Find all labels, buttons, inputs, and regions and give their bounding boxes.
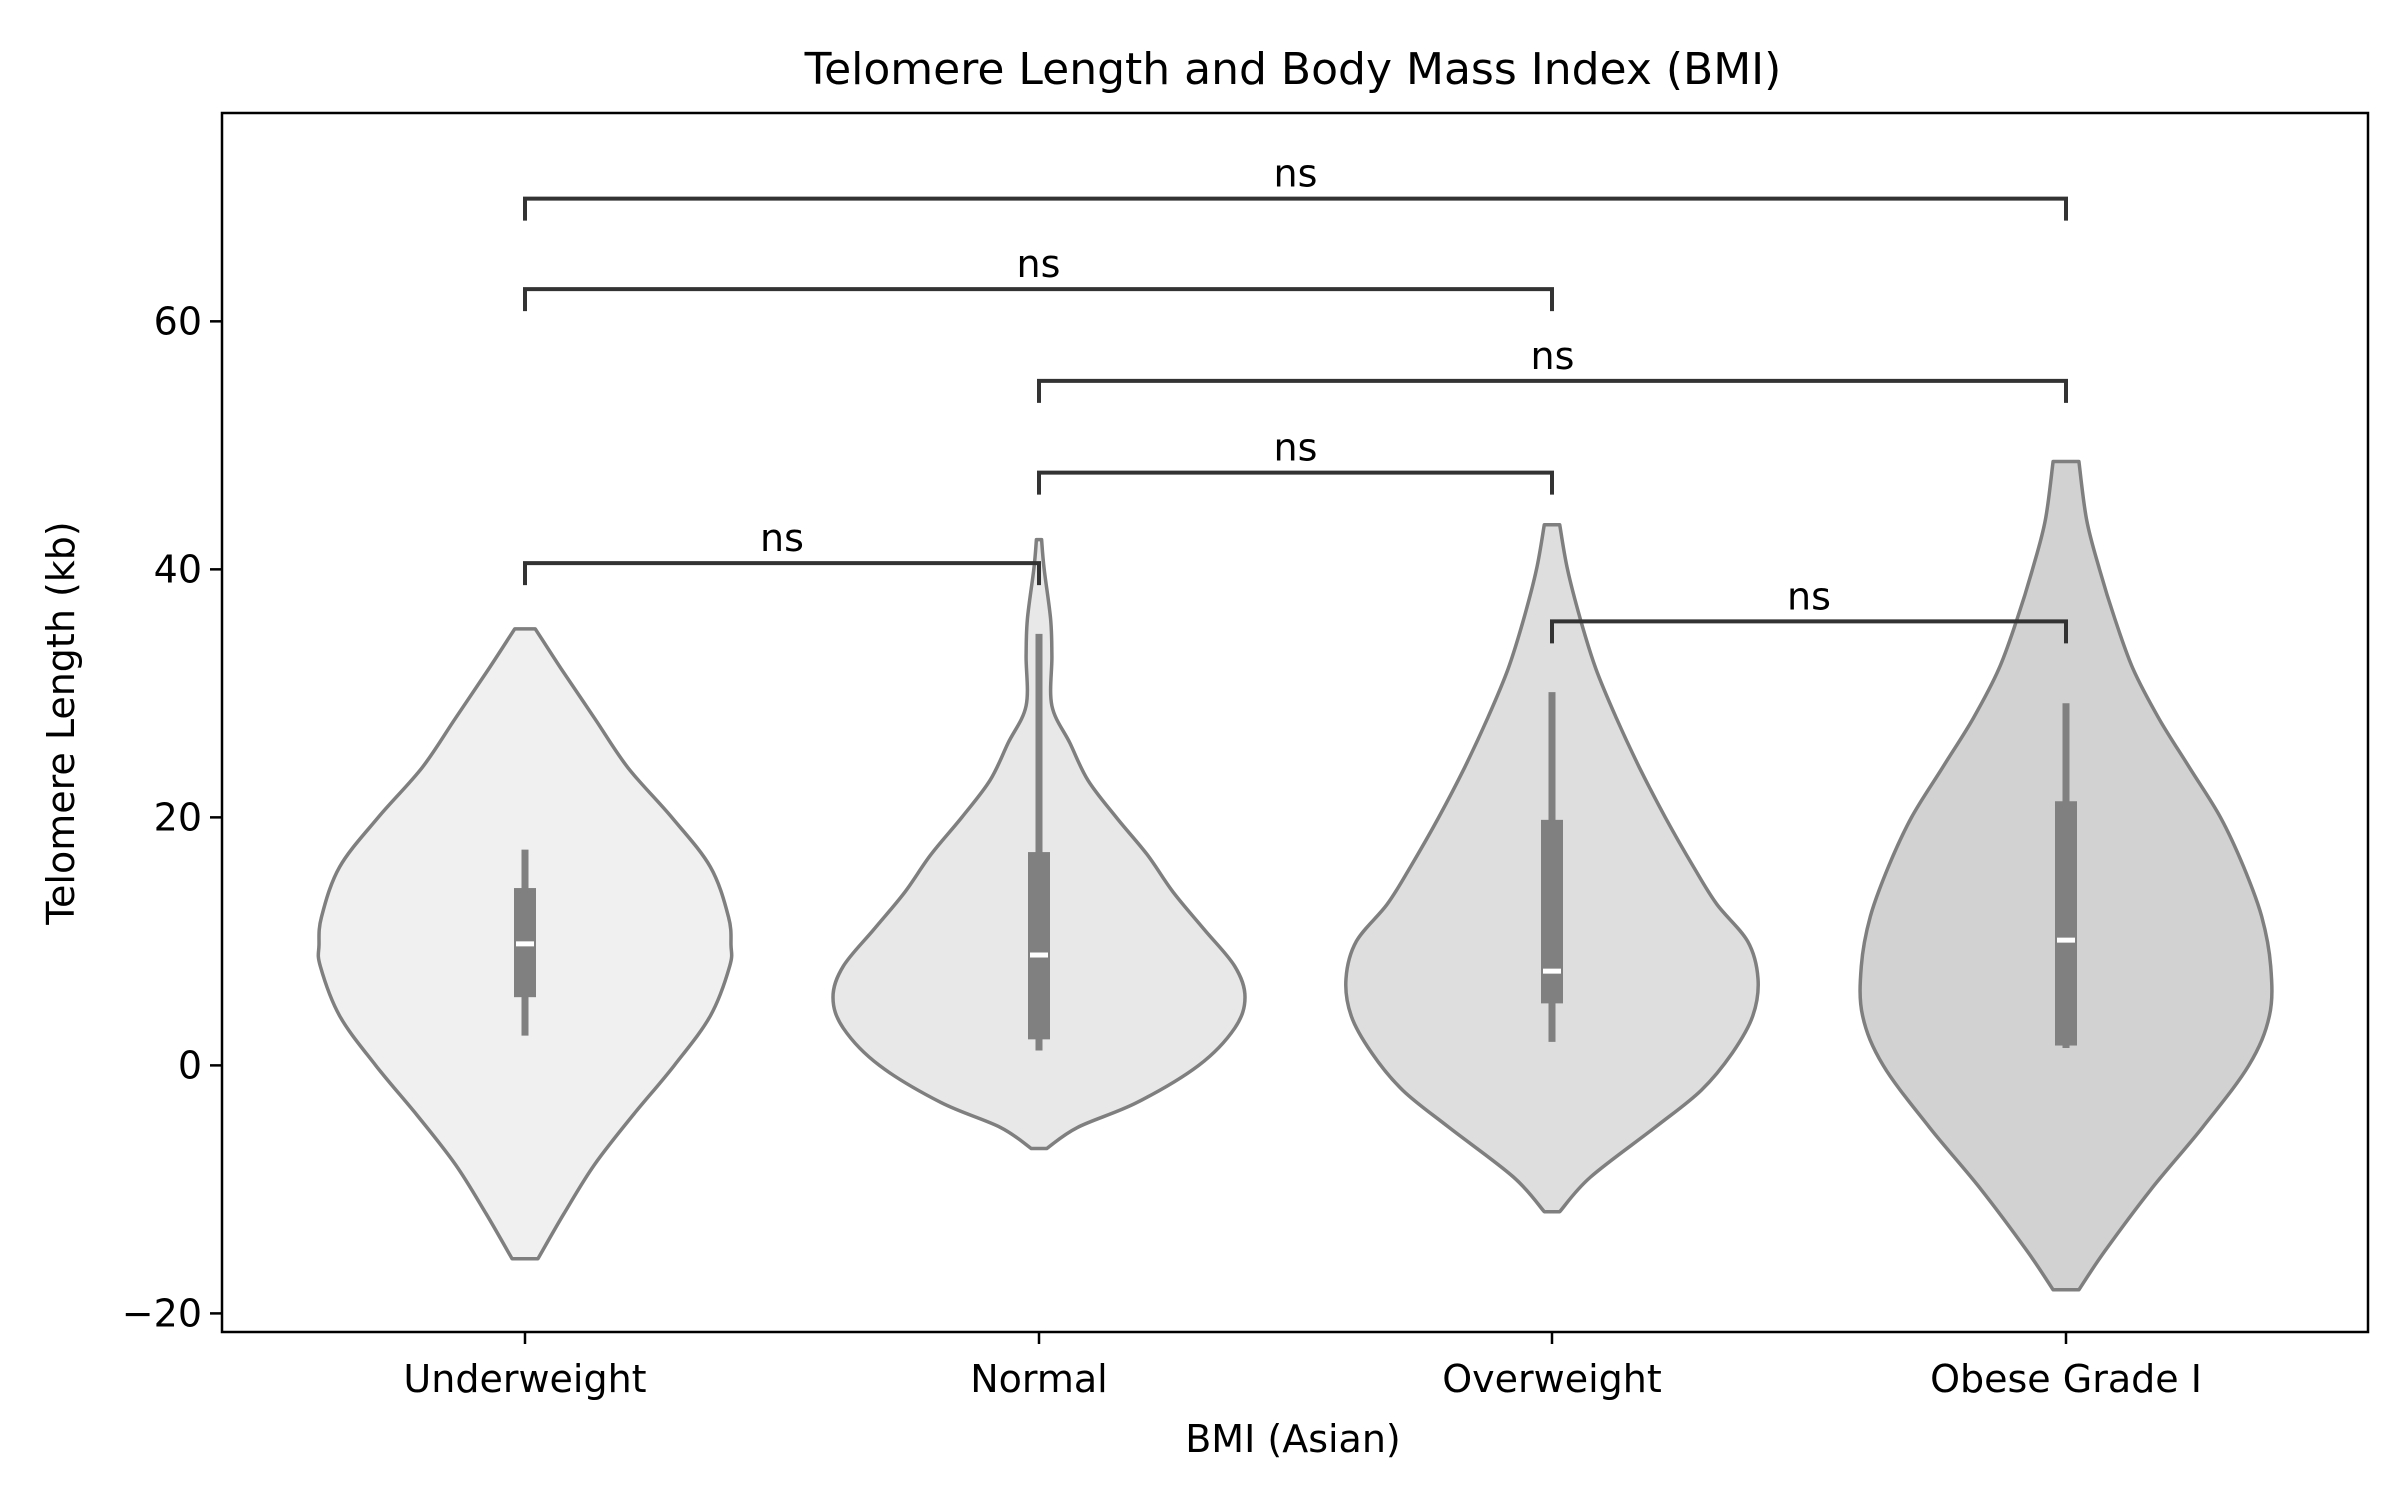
significance-bracket-5: ns — [1550, 574, 2068, 644]
iqr-box-3 — [2055, 801, 2077, 1046]
x-tick-label: Overweight — [1442, 1357, 1662, 1401]
y-tick-label: −20 — [122, 1291, 202, 1335]
significance-bracket-1: ns — [1037, 426, 1554, 495]
median-marker-2 — [1543, 968, 1561, 974]
x-tick-label: Obese Grade I — [1930, 1357, 2202, 1401]
significance-label: ns — [1274, 426, 1318, 470]
bracket-line — [523, 287, 1554, 312]
significance-label: ns — [1531, 334, 1575, 378]
chart-title: Telomere Length and Body Mass Index (BMI… — [804, 44, 1782, 95]
significance-label: ns — [760, 516, 804, 560]
significance-bracket-0: ns — [523, 516, 1041, 586]
y-tick-label: 40 — [154, 547, 202, 591]
x-tick-label: Normal — [970, 1357, 1108, 1401]
bracket-line — [1550, 619, 2068, 644]
x-tick-label: Underweight — [403, 1357, 646, 1401]
median-marker-3 — [2057, 937, 2075, 943]
significance-bracket-3: ns — [523, 242, 1554, 312]
bracket-line — [1037, 378, 2068, 403]
median-marker-0 — [516, 941, 534, 947]
plot-area: ns ns ns ns ns ns −20 0 20 40 60 Underweight Normal O… — [122, 111, 2370, 1401]
y-axis-label: Telomere Length (kb) — [39, 521, 83, 926]
bracket-line — [523, 561, 1041, 586]
median-marker-1 — [1030, 952, 1048, 958]
axes-frame — [220, 111, 2370, 1334]
y-tick-label: 20 — [154, 795, 202, 839]
x-axis-label: BMI (Asian) — [1185, 1417, 1401, 1461]
y-tick-label: 60 — [154, 299, 202, 343]
significance-label: ns — [1274, 152, 1318, 196]
significance-bracket-4: ns — [523, 152, 2068, 221]
y-tick-label: 0 — [178, 1043, 202, 1087]
bracket-line — [1037, 470, 1554, 495]
significance-label: ns — [1787, 574, 1831, 618]
significance-label: ns — [1017, 242, 1061, 286]
iqr-box-2 — [1541, 819, 1563, 1004]
significance-bracket-2: ns — [1037, 334, 2068, 403]
iqr-box-1 — [1028, 852, 1050, 1040]
bracket-line — [523, 196, 2068, 221]
